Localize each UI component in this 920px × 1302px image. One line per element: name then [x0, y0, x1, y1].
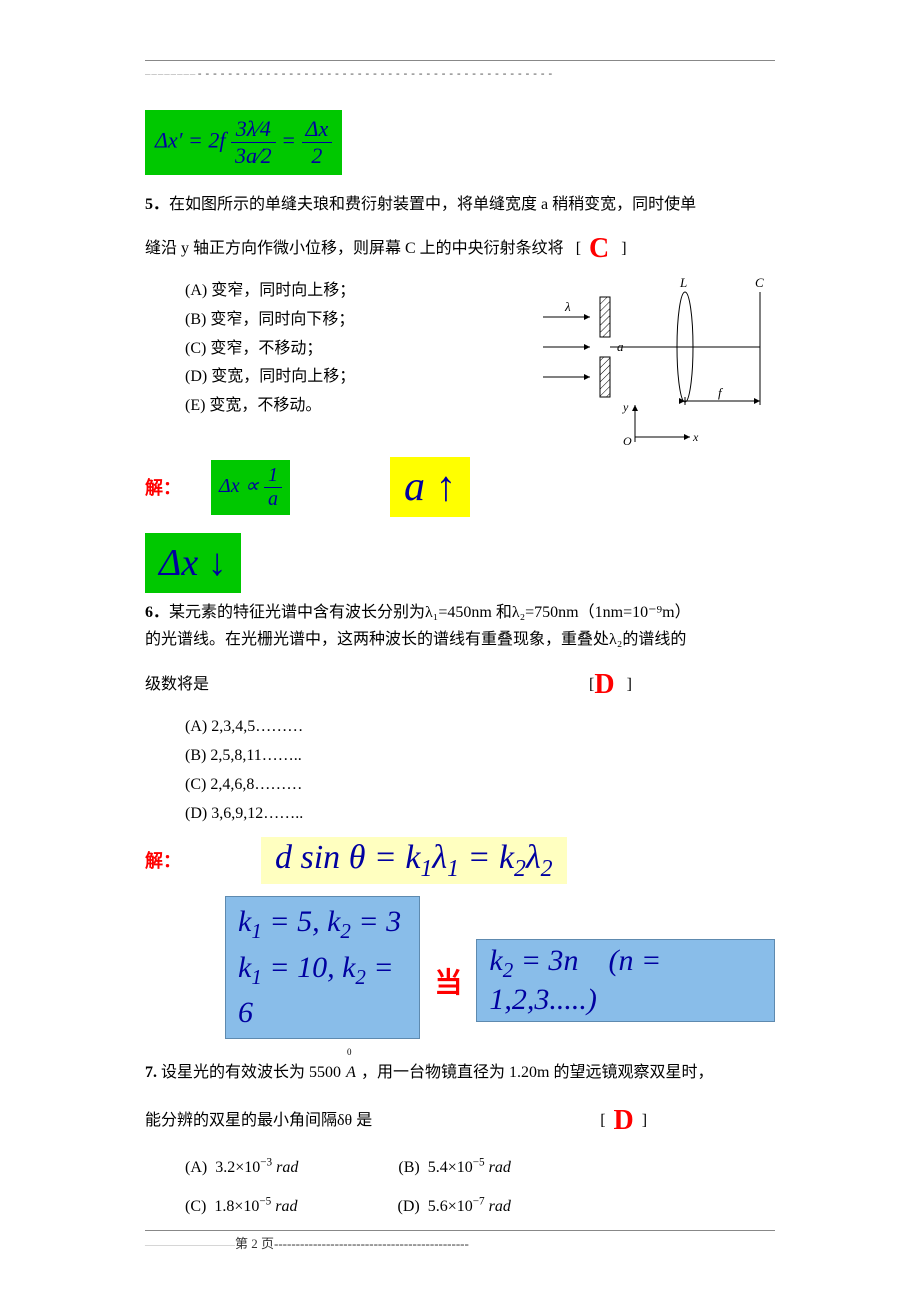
- q6-options: (A) 2,3,4,5……… (B) 2,5,8,11…….. (C) 2,4,…: [185, 713, 775, 828]
- q5-opt-e: (E) 变宽，不移动。: [185, 392, 405, 421]
- q5-opt-d: (D) 变宽，同时向上移；: [185, 363, 405, 392]
- q6-num: 6．: [145, 604, 169, 621]
- q6-solution-label: 解：: [145, 847, 181, 873]
- q7-line1b: ，用一台物镜直径为 1.20m 的望远镜观察双星时，: [361, 1064, 713, 1081]
- q7-opt-b: (B) 5.4×10−5 rad: [398, 1149, 511, 1187]
- header-rule: [145, 60, 775, 61]
- q6-opt-c: (C) 2,4,6,8………: [185, 771, 775, 800]
- svg-text:C: C: [755, 277, 764, 290]
- q5-eq-green: Δx ∝ 1a: [211, 460, 290, 515]
- q6-answer: D: [594, 669, 614, 700]
- svg-text:f: f: [718, 385, 724, 400]
- q5-num: 5．: [145, 196, 169, 213]
- q6: 6．某元素的特征光谱中含有波长分别为λ₁=450nm 和λ₂=750nm（1nm…: [145, 599, 775, 653]
- q7-opt-d: (D) 5.6×10−7 rad: [398, 1188, 511, 1226]
- q7: 7. 设星光的有效波长为 5500 0 A ，用一台物镜直径为 1.20m 的望…: [145, 1057, 775, 1089]
- footer-rule: [145, 1230, 775, 1231]
- eq1: Δx′ = 2f 3λ⁄43a⁄2 = Δx2: [145, 110, 342, 175]
- eq1-block: Δx′ = 2f 3λ⁄43a⁄2 = Δx2: [145, 110, 775, 175]
- q6-dang: 当: [434, 961, 462, 1001]
- q5-line2: 缝沿 y 轴正方向作微小位移，则屏幕 C 上的中央衍射条纹将: [145, 240, 564, 257]
- q5-line1: 在如图所示的单缝夫琅和费衍射装置中，将单缝宽度 a 稍稍变宽，同时使单: [169, 196, 696, 213]
- svg-text:x: x: [692, 430, 699, 444]
- q7-line2-row: 能分辨的双星的最小角间隔δθ 是 [ D ]: [145, 1093, 775, 1149]
- footer-text: ——————————第 2 页-------------------------…: [145, 1233, 775, 1252]
- svg-text:λ: λ: [564, 299, 571, 314]
- q6-line2: 的光谱线。在光栅光谱中，这两种波长的谱线有重叠现象，重叠处λ₂的谱线的: [145, 631, 686, 648]
- q5-options: (A) 变窄，同时向上移； (B) 变窄，同时向下移； (C) 变窄，不移动； …: [185, 277, 405, 421]
- svg-text:O: O: [623, 434, 632, 447]
- q7-line2: 能分辨的双星的最小角间隔δθ 是: [145, 1112, 372, 1129]
- svg-text:y: y: [622, 400, 629, 414]
- header-dashes: ————————--------------------------------…: [145, 67, 775, 80]
- q7-opt-a: (A) 3.2×10−3 rad: [185, 1149, 298, 1187]
- q7-angstrom: A: [346, 1064, 356, 1081]
- q5-opt-a: (A) 变窄，同时向上移；: [185, 277, 405, 306]
- q7-line1a: 设星光的有效波长为 5500: [161, 1064, 341, 1081]
- q5-line2-row: 缝沿 y 轴正方向作微小位移，则屏幕 C 上的中央衍射条纹将 [ C ]: [145, 221, 775, 277]
- q7-num: 7.: [145, 1064, 157, 1081]
- q5-opt-b: (B) 变窄，同时向下移；: [185, 306, 405, 335]
- q6-solution-row2: k1 = 5, k2 = 3 k1 = 10, k2 = 6 当 k2 = 3n…: [225, 896, 775, 1039]
- q5-eq-green2-row: Δx ↓: [145, 533, 775, 593]
- q6-line1: 某元素的特征光谱中含有波长分别为λ₁=450nm 和λ₂=750nm（1nm=1…: [169, 604, 691, 621]
- q5-diagram: λ a L C f: [535, 277, 775, 447]
- q6-solution-row1: 解： d sin θ = k1λ1 = k2λ2: [145, 837, 775, 885]
- q6-opt-b: (B) 2,5,8,11……..: [185, 742, 775, 771]
- q6-line3: 级数将是: [145, 676, 209, 693]
- q7-opt-c: (C) 1.8×10−5 rad: [185, 1188, 298, 1226]
- q6-eq-blue2: k2 = 3n (n = 1,2,3.....): [476, 939, 775, 1022]
- q5-solution-label: 解：: [145, 474, 181, 500]
- footer: ——————————第 2 页-------------------------…: [145, 1230, 775, 1252]
- q5-eq-yellow: a ↑: [390, 457, 471, 517]
- page: ————————--------------------------------…: [0, 0, 920, 1302]
- q5-eq-green2: Δx ↓: [145, 533, 241, 593]
- q6-eq-blue1: k1 = 5, k2 = 3 k1 = 10, k2 = 6: [225, 896, 420, 1039]
- q6-eq-yellow: d sin θ = k1λ1 = k2λ2: [261, 837, 567, 885]
- q6-opt-d: (D) 3,6,9,12……..: [185, 800, 775, 829]
- q5-opt-c: (C) 变窄，不移动；: [185, 335, 405, 364]
- q7-answer: D: [614, 1105, 634, 1136]
- q6-opt-a: (A) 2,3,4,5………: [185, 713, 775, 742]
- q5-answer: C: [589, 233, 609, 264]
- q5: 5．在如图所示的单缝夫琅和费衍射装置中，将单缝宽度 a 稍稍变宽，同时使单: [145, 189, 775, 221]
- q5-solution-row: 解： Δx ∝ 1a a ↑: [145, 457, 775, 517]
- q7-opts-row2: (C) 1.8×10−5 rad (D) 5.6×10−7 rad: [185, 1188, 775, 1226]
- svg-text:L: L: [679, 277, 687, 290]
- q6-line3-row: 级数将是 [D ]: [145, 657, 775, 713]
- q7-opts-row1: (A) 3.2×10−3 rad (B) 5.4×10−5 rad: [185, 1149, 775, 1187]
